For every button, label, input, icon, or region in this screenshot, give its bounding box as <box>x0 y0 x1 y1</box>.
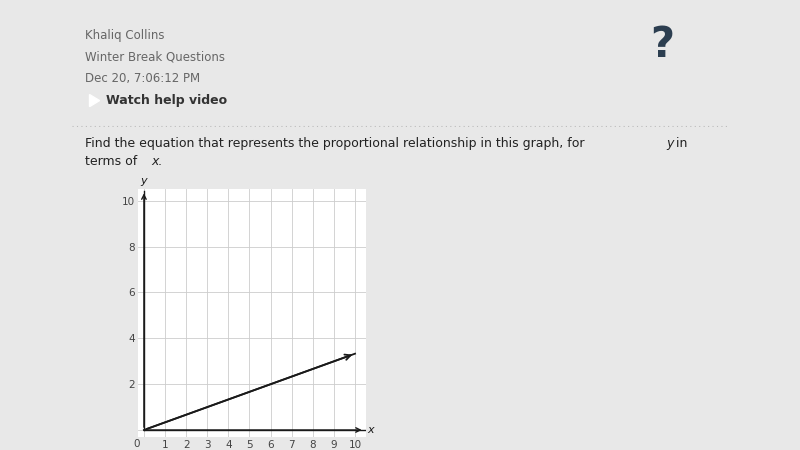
Text: Watch help video: Watch help video <box>106 94 227 107</box>
Text: Winter Break Questions: Winter Break Questions <box>85 50 225 63</box>
Text: terms of: terms of <box>85 155 142 168</box>
Polygon shape <box>90 94 99 107</box>
Text: y: y <box>141 176 147 186</box>
Text: Dec 20, 7:06:12 PM: Dec 20, 7:06:12 PM <box>85 72 200 85</box>
Text: ?: ? <box>650 24 674 66</box>
Text: x: x <box>368 425 374 435</box>
Text: Find the equation that represents the proportional relationship in this graph, f: Find the equation that represents the pr… <box>85 137 589 149</box>
Text: Khaliq Collins: Khaliq Collins <box>85 29 165 41</box>
Text: 0: 0 <box>134 439 140 449</box>
Text: in: in <box>671 137 687 149</box>
Text: y: y <box>666 137 674 149</box>
Text: x: x <box>151 155 159 168</box>
Text: .: . <box>158 155 162 168</box>
